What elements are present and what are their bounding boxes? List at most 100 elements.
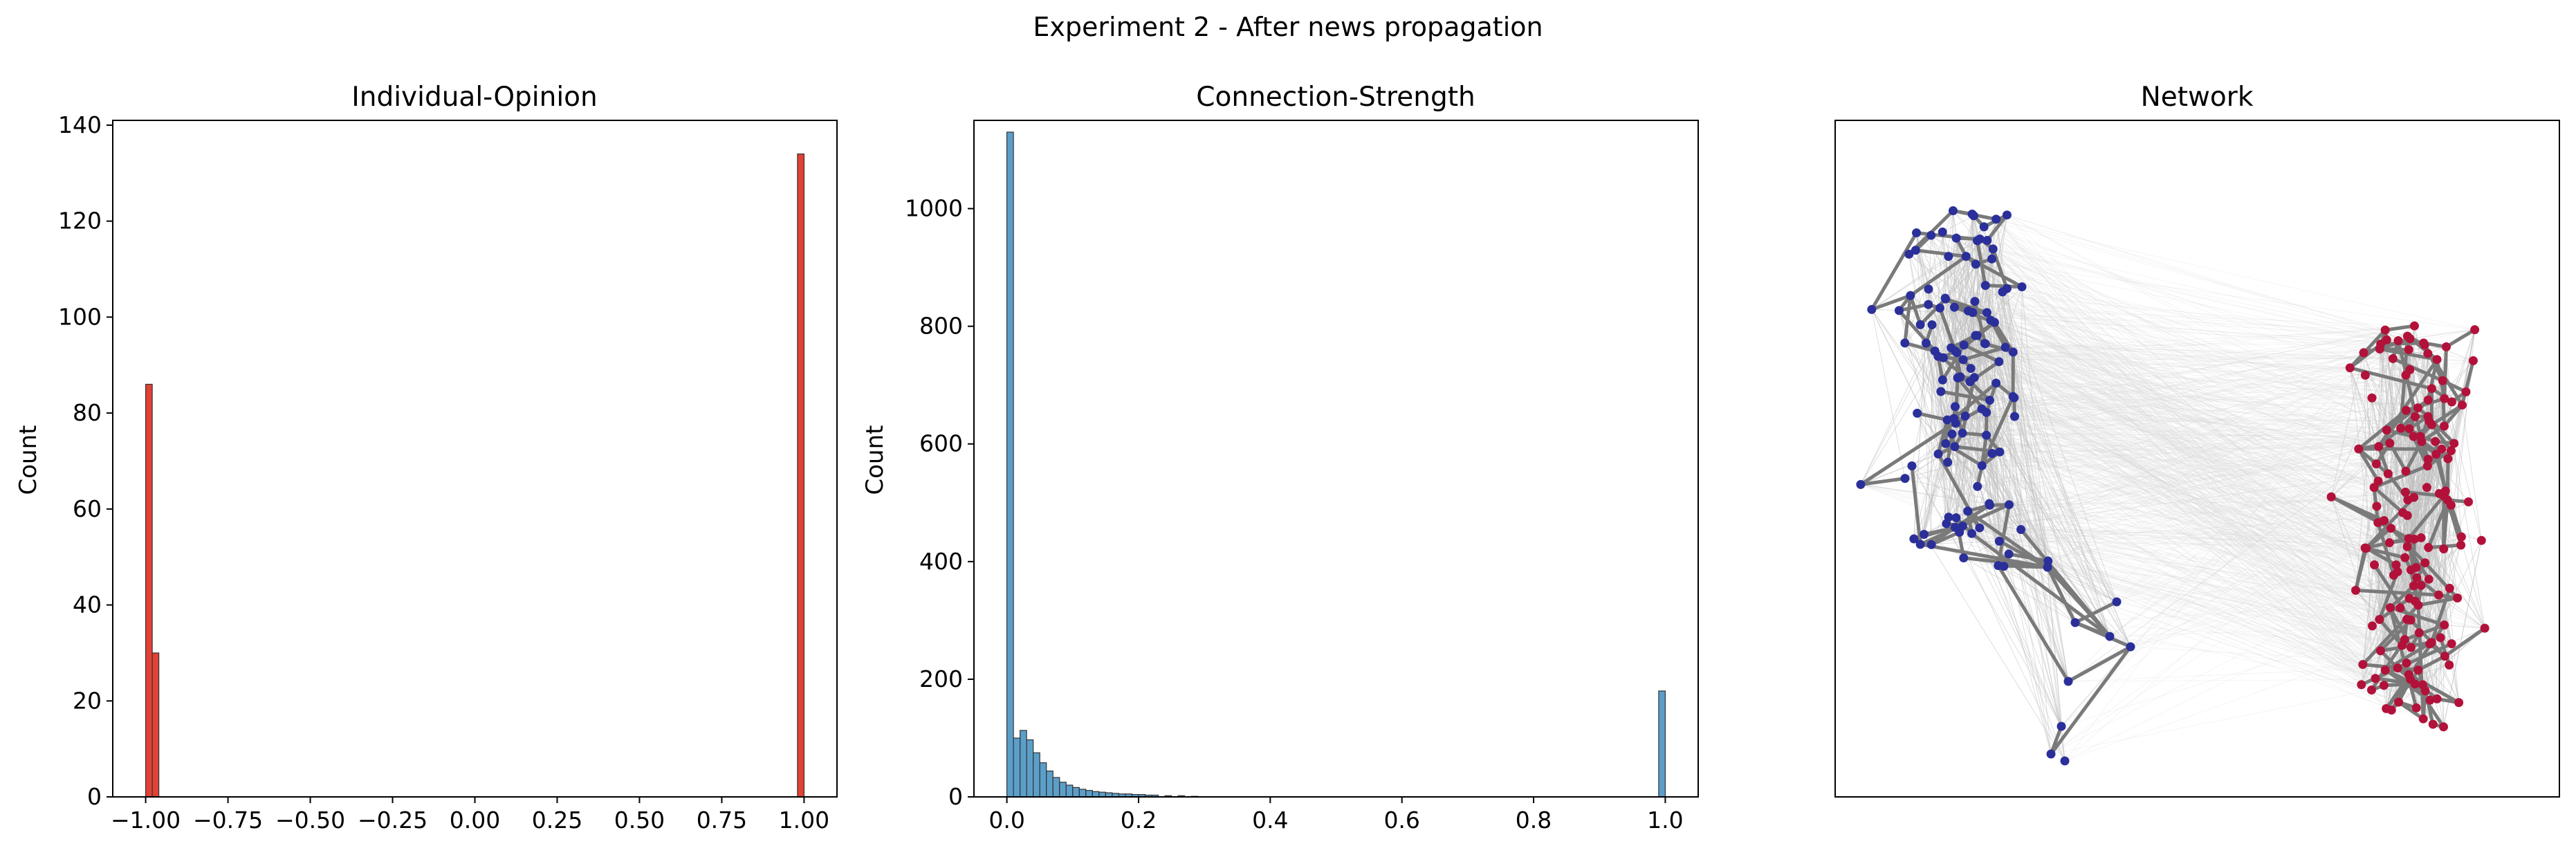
node-left <box>2009 412 2019 421</box>
strong-edge <box>2357 447 2380 483</box>
weak-edge <box>2130 646 2407 663</box>
weak-edge <box>2014 380 2443 417</box>
weak-edge <box>1951 434 2421 437</box>
histogram-bar <box>1020 730 1027 798</box>
weak-edge <box>1975 335 2429 460</box>
weak-edge <box>1974 377 2410 599</box>
weak-edge <box>1982 465 2407 472</box>
node-left <box>1915 540 1925 549</box>
weak-edge <box>1996 219 2439 596</box>
node-right <box>2423 454 2433 464</box>
weak-edge <box>1957 377 2429 460</box>
strong-edge <box>1968 380 1991 403</box>
strong-edge <box>2354 546 2368 592</box>
weak-edge <box>1945 297 2418 408</box>
weak-edge <box>1955 526 2398 669</box>
node-left <box>1920 530 1929 540</box>
weak-edge <box>1860 484 2402 646</box>
weak-edge <box>1962 432 2414 437</box>
strong-edge <box>1910 464 1922 546</box>
weak-edge <box>1938 441 2422 454</box>
node-left <box>1953 373 1962 383</box>
weak-edge <box>1942 379 2429 548</box>
y-tick-label: 100 <box>58 303 102 330</box>
strong-edge <box>2407 494 2446 540</box>
strong-edge <box>2397 700 2425 721</box>
strong-edge <box>2073 600 2119 625</box>
strong-edge <box>2049 645 2133 756</box>
weak-edge <box>1985 343 2445 399</box>
weak-edge <box>2013 396 2373 398</box>
node-right <box>2438 376 2447 385</box>
weak-edge <box>1942 379 2362 686</box>
edge <box>1962 432 2049 562</box>
node-right <box>2396 423 2406 433</box>
edge <box>1986 312 2110 637</box>
node-right <box>2362 544 2371 553</box>
figure-suptitle: Experiment 2 - After news propagation <box>1033 12 1543 42</box>
node-right <box>2401 405 2411 415</box>
weak-edge <box>1965 416 2378 523</box>
weak-edge <box>1954 446 2376 679</box>
weak-edge <box>1965 256 2384 686</box>
node-right <box>2400 487 2410 497</box>
node-left <box>1973 481 1982 491</box>
panel-individual-opinion: Individual-Opinion Count −1.00 −0.75 −0.50… <box>15 82 838 834</box>
node-right <box>2427 420 2436 430</box>
weak-edge <box>1917 412 2401 429</box>
node-right <box>2326 492 2336 502</box>
weak-edge <box>1999 451 2384 522</box>
node-right <box>2394 697 2404 707</box>
weak-edge <box>1947 349 2409 421</box>
y-tick-label: 40 <box>73 591 102 618</box>
weak-edge <box>1977 240 2366 549</box>
node-left <box>2009 393 2019 403</box>
weak-edge <box>1940 391 2394 576</box>
strong-edge <box>2400 642 2432 647</box>
node-right <box>2386 603 2395 612</box>
weak-edge <box>2009 553 2432 643</box>
weak-edge <box>2021 529 2407 620</box>
node-left <box>1966 364 1976 374</box>
weak-edge <box>2130 564 2397 647</box>
weak-edge <box>2050 352 2364 755</box>
weak-edge <box>1979 239 2405 640</box>
node-right <box>2447 639 2456 649</box>
weak-edge <box>1971 368 2432 389</box>
weak-edge <box>1977 240 2427 488</box>
weak-edge <box>1943 357 2350 369</box>
weak-edge <box>1928 304 2332 497</box>
weak-edge <box>2005 347 2416 685</box>
y-tick-label: 600 <box>919 430 963 457</box>
weak-edge <box>1977 459 2429 487</box>
x-tick-label: 1.00 <box>779 807 829 834</box>
weak-edge <box>1972 312 2372 690</box>
strong-edge <box>1975 239 1987 288</box>
strong-edge <box>2073 620 2112 638</box>
node-left <box>1906 291 1915 300</box>
node-left <box>1913 408 1922 418</box>
weak-edge <box>1955 351 2380 620</box>
edge <box>1986 412 2000 452</box>
node-left <box>1942 519 1951 528</box>
node-right <box>2358 660 2368 670</box>
strong-edge <box>2440 378 2446 428</box>
weak-edge <box>1981 408 2416 568</box>
node-right <box>2432 694 2442 704</box>
node-right <box>2404 344 2413 354</box>
node-right <box>2427 638 2436 647</box>
weak-edge <box>1974 377 2403 513</box>
strong-edge <box>2426 358 2439 402</box>
weak-edge <box>1987 240 2422 442</box>
edge <box>1986 435 2062 727</box>
weak-edge <box>1931 416 2429 545</box>
node-right <box>2447 397 2456 407</box>
weak-edge <box>2050 458 2449 755</box>
node-right <box>2401 466 2411 476</box>
node-left <box>1951 419 1960 428</box>
node-left <box>1994 357 2004 367</box>
histogram-bars <box>1006 131 1666 798</box>
weak-edge <box>2116 421 2429 603</box>
node-right <box>2439 544 2449 554</box>
node-right <box>2458 401 2467 410</box>
